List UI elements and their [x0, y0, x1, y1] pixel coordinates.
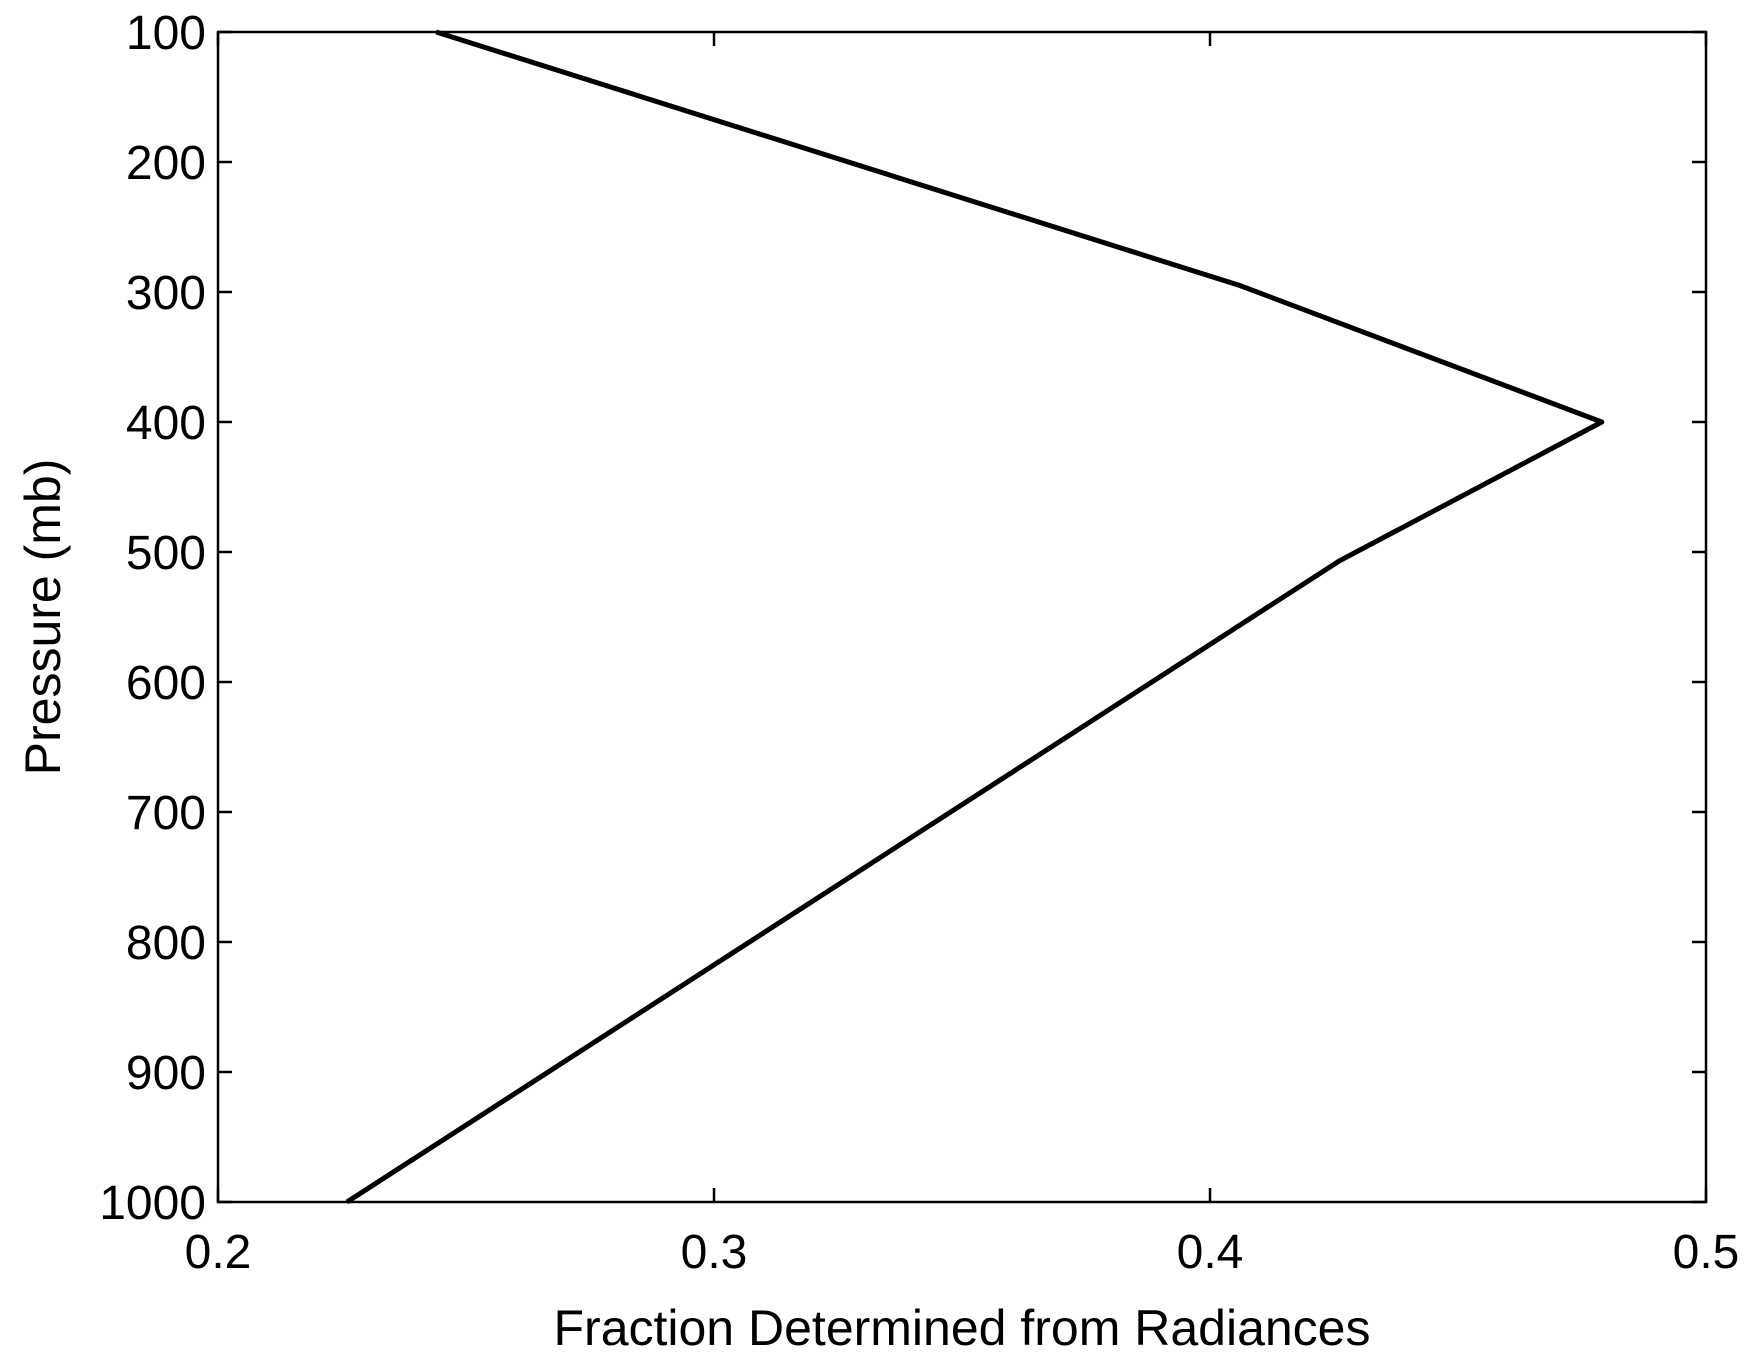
- y-tick-label: 300: [126, 267, 206, 320]
- y-tick-label: 1000: [99, 1177, 206, 1230]
- y-tick-label: 800: [126, 917, 206, 970]
- x-tick-label: 0.5: [1673, 1226, 1740, 1279]
- y-tick-label: 100: [126, 7, 206, 60]
- y-tick-label: 900: [126, 1047, 206, 1100]
- x-tick-label: 0.2: [185, 1226, 252, 1279]
- x-tick-label: 0.3: [681, 1226, 748, 1279]
- x-tick-label: 0.4: [1177, 1226, 1244, 1279]
- y-tick-label: 400: [126, 397, 206, 450]
- plot-background: [218, 32, 1706, 1202]
- y-tick-label: 700: [126, 787, 206, 840]
- y-axis-label: Pressure (mb): [15, 459, 71, 776]
- y-tick-label: 200: [126, 137, 206, 190]
- y-tick-label: 600: [126, 657, 206, 710]
- y-tick-label: 500: [126, 527, 206, 580]
- x-axis-label: Fraction Determined from Radiances: [554, 1300, 1371, 1356]
